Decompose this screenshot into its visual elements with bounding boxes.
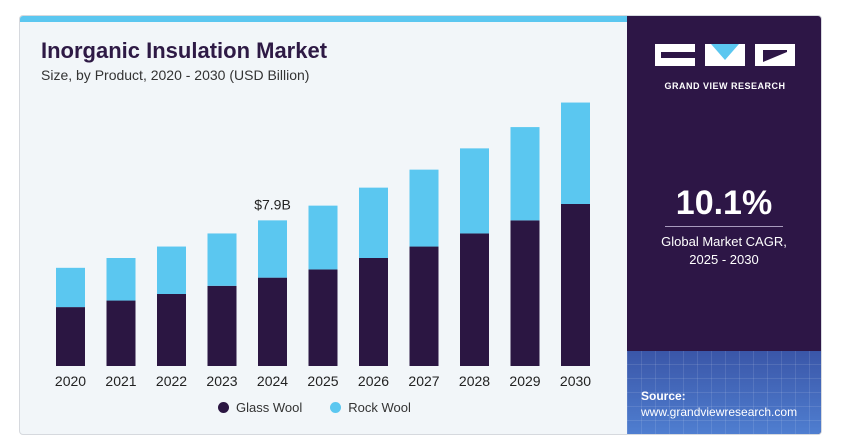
- bar-rock-wool-2030: [561, 102, 590, 204]
- data-label-2024: $7.9B: [254, 196, 291, 212]
- legend-item-rock-wool: Rock Wool: [330, 400, 411, 415]
- bar-glass-wool-2026: [359, 258, 388, 366]
- x-tick-label-2023: 2023: [206, 373, 237, 389]
- bar-glass-wool-2024: [258, 277, 287, 366]
- cagr-label: Global Market CAGR, 2025 - 2030: [627, 233, 821, 269]
- bar-rock-wool-2023: [207, 233, 237, 286]
- chart-title: Inorganic Insulation Market: [41, 38, 328, 63]
- cagr-label-line2: 2025 - 2030: [689, 252, 759, 267]
- cagr-value: 10.1%: [675, 184, 773, 222]
- bar-glass-wool-2020: [56, 307, 85, 366]
- legend-item-glass-wool: Glass Wool: [218, 400, 302, 415]
- legend-label-glass-wool: Glass Wool: [236, 400, 303, 415]
- x-tick-label-2027: 2027: [408, 373, 439, 389]
- chart-subtitle: Size, by Product, 2020 - 2030 (USD Billi…: [41, 67, 310, 83]
- accent-top-bar: [20, 16, 627, 22]
- bar-rock-wool-2021: [106, 258, 136, 301]
- bar-glass-wool-2022: [157, 294, 186, 366]
- cagr-label-line1: Global Market CAGR,: [661, 234, 787, 249]
- legend-swatch-glass-wool: [218, 402, 229, 413]
- x-tick-label-2022: 2022: [156, 373, 187, 389]
- chart-legend: Glass Wool Rock Wool: [218, 400, 411, 415]
- x-tick-label-2021: 2021: [105, 373, 136, 389]
- x-tick-label-2028: 2028: [459, 373, 490, 389]
- bar-rock-wool-2025: [308, 205, 338, 270]
- bar-glass-wool-2021: [106, 300, 136, 366]
- chart-card: Inorganic Insulation Market Size, by Pro…: [19, 15, 822, 435]
- bar-rock-wool-2022: [157, 246, 186, 294]
- bar-glass-wool-2023: [207, 285, 237, 366]
- bar-glass-wool-2029: [510, 220, 540, 366]
- legend-label-rock-wool: Rock Wool: [348, 400, 411, 415]
- bar-chart: 2020 2021 2022 2023 2024 2025 2026 2027 2028 2029…: [55, 102, 591, 389]
- bar-glass-wool-2025: [308, 269, 338, 366]
- source-label: Source:: [641, 389, 686, 403]
- x-tick-label-2029: 2029: [509, 373, 540, 389]
- bar-rock-wool-2026: [359, 187, 388, 258]
- logo-mark-icon: [655, 44, 795, 66]
- bar-glass-wool-2027: [409, 246, 439, 366]
- x-tick-label-2020: 2020: [55, 373, 86, 389]
- cagr-divider: [665, 226, 783, 227]
- bar-rock-wool-2024: [258, 220, 287, 278]
- x-tick-label-2024: 2024: [257, 373, 288, 389]
- source-url[interactable]: www.grandviewresearch.com: [641, 405, 798, 419]
- legend-swatch-rock-wool: [330, 402, 342, 413]
- x-tick-label-2030: 2030: [560, 373, 591, 389]
- bar-rock-wool-2020: [56, 267, 85, 308]
- bar-rock-wool-2028: [460, 148, 489, 234]
- source-block: Source: www.grandviewresearch.com: [641, 388, 797, 420]
- grand-view-research-logo: GRAND VIEW RESEARCH: [655, 40, 795, 102]
- x-tick-label-2025: 2025: [307, 373, 338, 389]
- bar-glass-wool-2028: [460, 233, 489, 366]
- bar-rock-wool-2027: [409, 169, 439, 247]
- side-panel: GRAND VIEW RESEARCH 10.1% Global Market …: [627, 16, 821, 434]
- logo-text: GRAND VIEW RESEARCH: [664, 81, 786, 91]
- panel-footer-band: [627, 351, 821, 434]
- x-tick-label-2026: 2026: [358, 373, 389, 389]
- bar-glass-wool-2030: [561, 204, 590, 366]
- bar-rock-wool-2029: [510, 127, 540, 221]
